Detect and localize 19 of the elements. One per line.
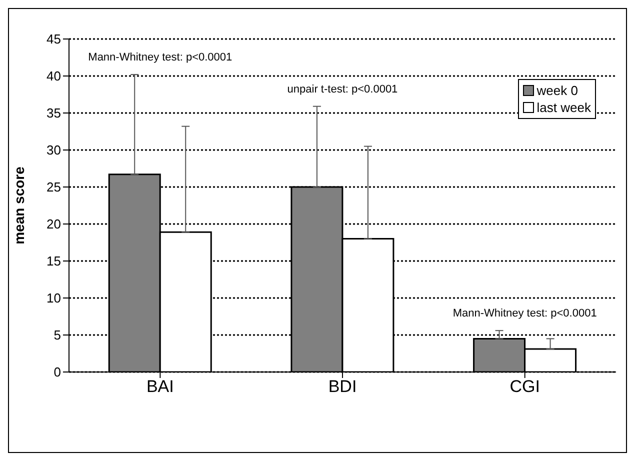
x-tick-label: BDI [328,377,357,396]
x-tick-label: BAI [146,377,174,396]
y-tick-label: 20 [46,216,61,232]
y-tick-label: 0 [54,364,61,380]
x-tick-label: CGI [510,377,540,396]
annotation: Mann-Whitney test: p<0.0001 [88,52,232,64]
annotation: unpair t-test: p<0.0001 [287,83,398,96]
y-tick-label: 25 [46,180,61,195]
y-tick-label: 40 [46,68,61,84]
annotation: Mann-Whitney test: p<0.0001 [452,308,597,320]
legend-label: week 0 [536,82,578,99]
y-tick-label: 10 [46,290,61,306]
y-axis-title: mean score [10,166,27,244]
y-tick-label: 45 [46,32,61,47]
y-tick-label: 35 [46,106,61,121]
legend-label: last week [536,99,591,116]
y-tick-label: 30 [46,142,61,158]
y-tick-label: 5 [54,328,61,343]
y-tick-label: 15 [46,254,61,269]
